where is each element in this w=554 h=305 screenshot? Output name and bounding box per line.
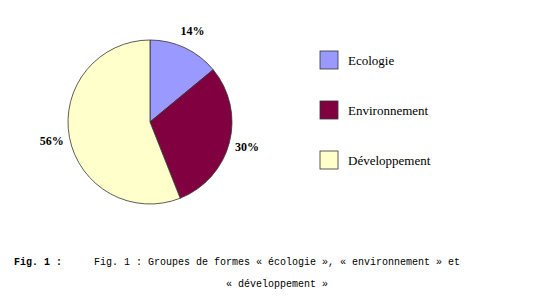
legend: Ecologie Environnement Développement [320, 51, 431, 169]
caption-label: Fig. 1 : [14, 257, 62, 268]
legend-label: Environnement [348, 103, 429, 118]
legend-item: Environnement [320, 101, 429, 119]
legend-swatch [320, 51, 338, 69]
chart: 14% 30% 56% Ecologie Environnement Développem… [0, 0, 554, 305]
legend-swatch [320, 151, 338, 169]
pie-slice [68, 40, 180, 204]
caption: Fig. 1 : Groupes de formes « écologie »,… [14, 257, 460, 290]
data-label: 56% [40, 134, 64, 148]
legend-item: Développement [320, 151, 431, 169]
legend-label: Ecologie [348, 53, 394, 68]
legend-label: Développement [348, 153, 431, 168]
data-label: 30% [235, 140, 259, 154]
pie [68, 40, 232, 204]
caption-line: Fig. 1 : Groupes de formes « écologie »,… [94, 257, 460, 268]
legend-item: Ecologie [320, 51, 394, 69]
data-label: 14% [181, 24, 205, 38]
caption-line: « développement » [226, 279, 328, 290]
data-labels: 14% 30% 56% [40, 24, 259, 153]
legend-swatch [320, 101, 338, 119]
